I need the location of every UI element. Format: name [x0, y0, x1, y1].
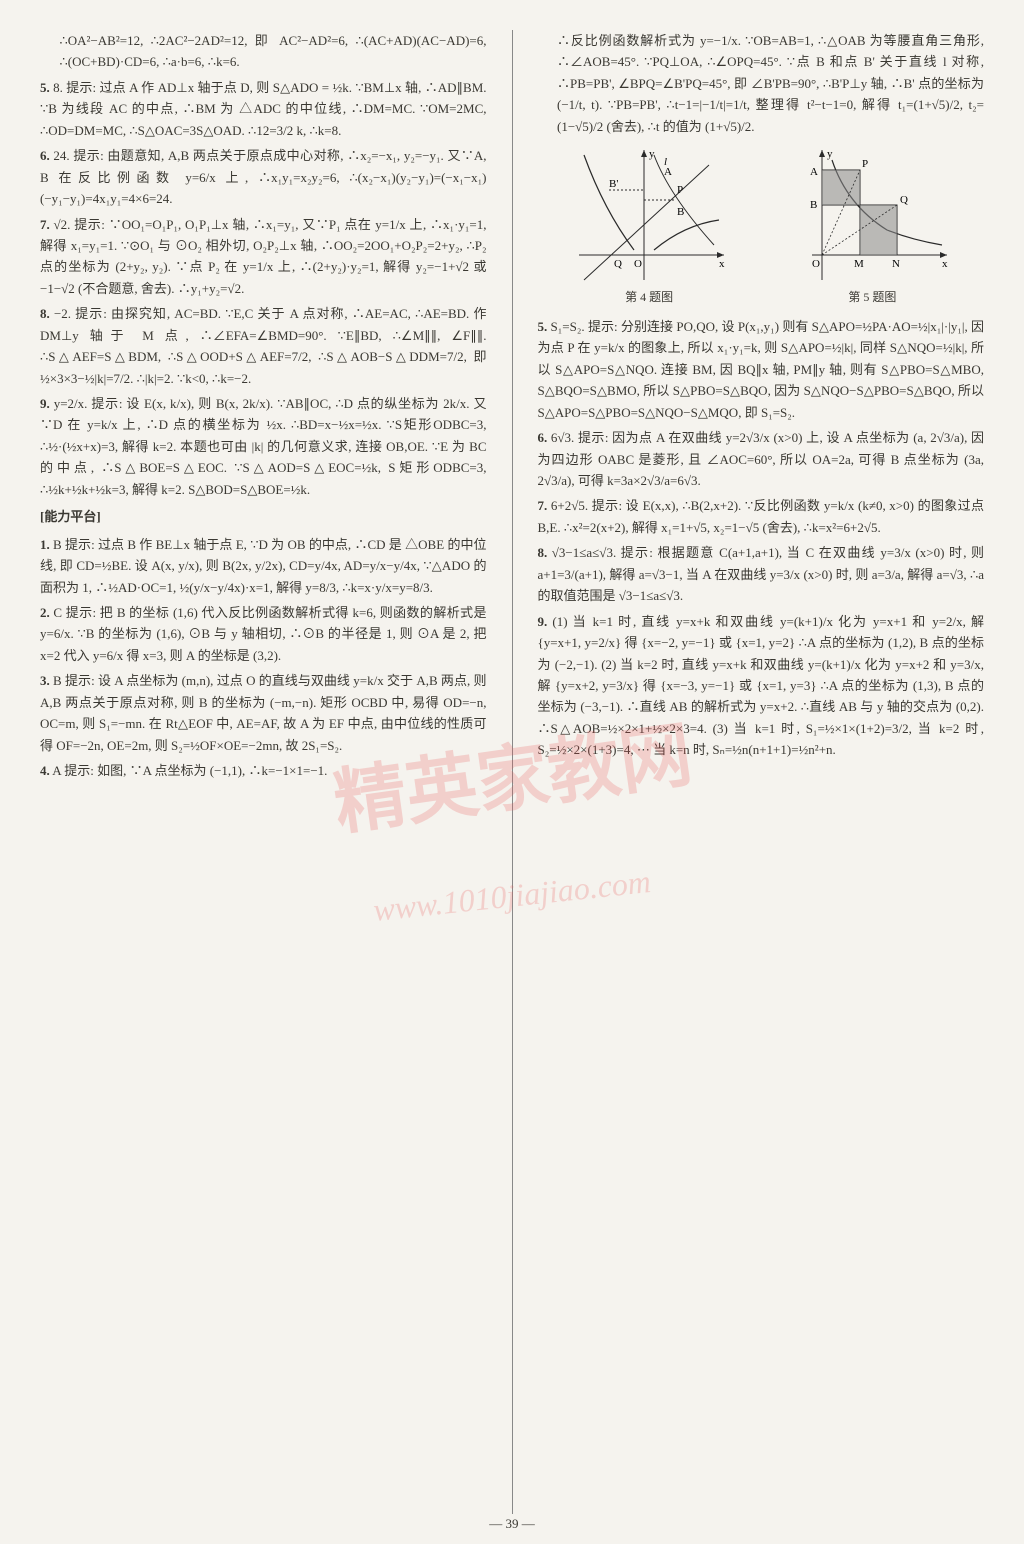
item-text: 提示: 因为点 A 在双曲线 y=2√3/x (x>0) 上, 设 A 点坐标为…	[538, 430, 985, 488]
item-text: 提示: 由题意知, A,B 两点关于原点成中心对称, ∴x₂=−x₁, y₂=−…	[40, 148, 487, 206]
item-text: 提示: 设 A 点坐标为 (m,n), 过点 O 的直线与双曲线 y=k/x 交…	[40, 673, 487, 752]
item-text: 提示: 由探究知, AC=BD. ∵E,C 关于 A 点对称, ∴AE=AC, …	[40, 306, 487, 385]
ability-section-heading: [能力平台]	[40, 506, 487, 527]
page-two-column-layout: ∴OA²−AB²=12, ∴2AC²−2AD²=12, 即 AC²−AD²=6,…	[40, 30, 984, 1514]
item-ans: 6+2√5.	[551, 498, 588, 513]
right-continuation: ∴反比例函数解析式为 y=−1/x. ∵OB=AB=1, ∴△OAB 为等腰直角…	[538, 30, 985, 137]
left-item-7: 7. √2. 提示: ∵OO₁=O₁P₁, O₁P₁⊥x 轴, ∴x₁=y₁, …	[40, 214, 487, 300]
item-num: 6.	[40, 148, 50, 163]
item-text: 提示: 过点 B 作 BE⊥x 轴于点 E, ∵D 为 OB 的中点, ∴CD …	[40, 537, 487, 595]
point-q-label: Q	[614, 258, 622, 270]
item-num: 8.	[538, 545, 548, 560]
axis-x-label: x	[719, 258, 725, 270]
fig4-caption: 第 4 题图	[569, 288, 729, 308]
left-item-5: 5. 8. 提示: 过点 A 作 AD⊥x 轴于点 D, 则 S△ADO = ½…	[40, 77, 487, 141]
figures-row: x y O l B' P B A Q 第 4 题图	[538, 145, 985, 308]
item-num: 2.	[40, 605, 50, 620]
item-num: 7.	[40, 217, 50, 232]
left-item-9: 9. y=2/x. 提示: 设 E(x, k/x), 则 B(x, 2k/x).…	[40, 393, 487, 500]
point-m-label: M	[854, 258, 864, 270]
figure-4-svg: x y O l B' P B A Q	[569, 145, 729, 285]
item-num: 8.	[40, 306, 50, 321]
item-num: 3.	[40, 673, 50, 688]
item-ans: B	[53, 537, 62, 552]
item-ans: y=2/x.	[54, 396, 88, 411]
left-continuation: ∴OA²−AB²=12, ∴2AC²−2AD²=12, 即 AC²−AD²=6,…	[40, 30, 487, 73]
right-item-9: 9. (1) 当 k=1 时, 直线 y=x+k 和双曲线 y=(k+1)/x …	[538, 611, 985, 761]
item-ans: 6√3.	[551, 430, 574, 445]
page-number: — 39 —	[489, 1516, 535, 1532]
figure-4: x y O l B' P B A Q 第 4 题图	[569, 145, 729, 308]
axis-y-label: y	[827, 148, 833, 160]
origin-label: O	[812, 258, 820, 270]
item-ans: C	[53, 605, 62, 620]
item-num: 7.	[538, 498, 548, 513]
point-a-label: A	[810, 166, 818, 178]
item-num: 1.	[40, 537, 50, 552]
item-ans: −2.	[54, 306, 71, 321]
item-ans: √2.	[54, 217, 71, 232]
item-num: 5.	[40, 80, 50, 95]
item-text: 提示: 如图, ∵A 点坐标为 (−1,1), ∴k=−1×1=−1.	[64, 763, 327, 778]
item-text: 提示: ∵OO₁=O₁P₁, O₁P₁⊥x 轴, ∴x₁=y₁, 又∵P₁ 点在…	[40, 217, 487, 296]
item-ans: S₁=S₂.	[551, 319, 585, 334]
item-num: 9.	[40, 396, 50, 411]
ability-item-3: 3. B 提示: 设 A 点坐标为 (m,n), 过点 O 的直线与双曲线 y=…	[40, 670, 487, 756]
item-num: 6.	[538, 430, 548, 445]
point-p-label: P	[862, 158, 868, 170]
item-text: 提示: 过点 A 作 AD⊥x 轴于点 D, 则 S△ADO = ½k. ∵BM…	[40, 80, 487, 138]
column-divider	[512, 30, 513, 1514]
item-num: 4.	[40, 763, 50, 778]
item-text: 提示: 设 E(x, k/x), 则 B(x, 2k/x). ∵AB∥OC, ∴…	[40, 396, 487, 497]
item-ans: A	[52, 763, 61, 778]
origin-label: O	[634, 258, 642, 270]
right-item-8: 8. √3−1≤a≤√3. 提示: 根据题意 C(a+1,a+1), 当 C 在…	[538, 542, 985, 606]
ability-item-4: 4. A 提示: 如图, ∵A 点坐标为 (−1,1), ∴k=−1×1=−1.	[40, 760, 487, 781]
axis-x-label: x	[942, 258, 948, 270]
axis-y-label: y	[649, 148, 655, 160]
right-column: ∴反比例函数解析式为 y=−1/x. ∵OB=AB=1, ∴△OAB 为等腰直角…	[538, 30, 985, 1514]
right-item-6: 6. 6√3. 提示: 因为点 A 在双曲线 y=2√3/x (x>0) 上, …	[538, 427, 985, 491]
item-text: 提示: 分别连接 PO,QO, 设 P(x₁,y₁) 则有 S△APO=½PA·…	[538, 319, 985, 420]
item-num: 5.	[538, 319, 548, 334]
point-n-label: N	[892, 258, 900, 270]
fig5-caption: 第 5 题图	[792, 288, 952, 308]
point-bp-label: B'	[609, 178, 618, 190]
item-ans: B	[53, 673, 62, 688]
left-item-8: 8. −2. 提示: 由探究知, AC=BD. ∵E,C 关于 A 点对称, ∴…	[40, 303, 487, 389]
left-item-6: 6. 24. 提示: 由题意知, A,B 两点关于原点成中心对称, ∴x₂=−x…	[40, 145, 487, 209]
right-item-7: 7. 6+2√5. 提示: 设 E(x,x), ∴B(2,x+2). ∵反比例函…	[538, 495, 985, 538]
ability-item-2: 2. C 提示: 把 B 的坐标 (1,6) 代入反比例函数解析式得 k=6, …	[40, 602, 487, 666]
figure-5: x y O A B P Q M N 第 5 题图	[792, 145, 952, 308]
point-b-label: B	[677, 206, 684, 218]
point-b-label: B	[810, 199, 817, 211]
right-item-5: 5. S₁=S₂. 提示: 分别连接 PO,QO, 设 P(x₁,y₁) 则有 …	[538, 316, 985, 423]
ability-item-1: 1. B 提示: 过点 B 作 BE⊥x 轴于点 E, ∵D 为 OB 的中点,…	[40, 534, 487, 598]
left-column: ∴OA²−AB²=12, ∴2AC²−2AD²=12, 即 AC²−AD²=6,…	[40, 30, 487, 1514]
item-text: 提示: 设 E(x,x), ∴B(2,x+2). ∵反比例函数 y=k/x (k…	[538, 498, 985, 534]
item-ans: 24.	[53, 148, 69, 163]
point-a-label: A	[664, 166, 672, 178]
item-num: 9.	[538, 614, 548, 629]
figure-5-svg: x y O A B P Q M N	[792, 145, 952, 285]
item-ans: √3−1≤a≤√3.	[552, 545, 616, 560]
point-p-label: P	[677, 184, 683, 196]
point-q-label: Q	[900, 194, 908, 206]
item-text: 提示: 把 B 的坐标 (1,6) 代入反比例函数解析式得 k=6, 则函数的解…	[40, 605, 487, 663]
item-ans: 8.	[53, 80, 63, 95]
item-text: (1) 当 k=1 时, 直线 y=x+k 和双曲线 y=(k+1)/x 化为 …	[538, 614, 985, 758]
